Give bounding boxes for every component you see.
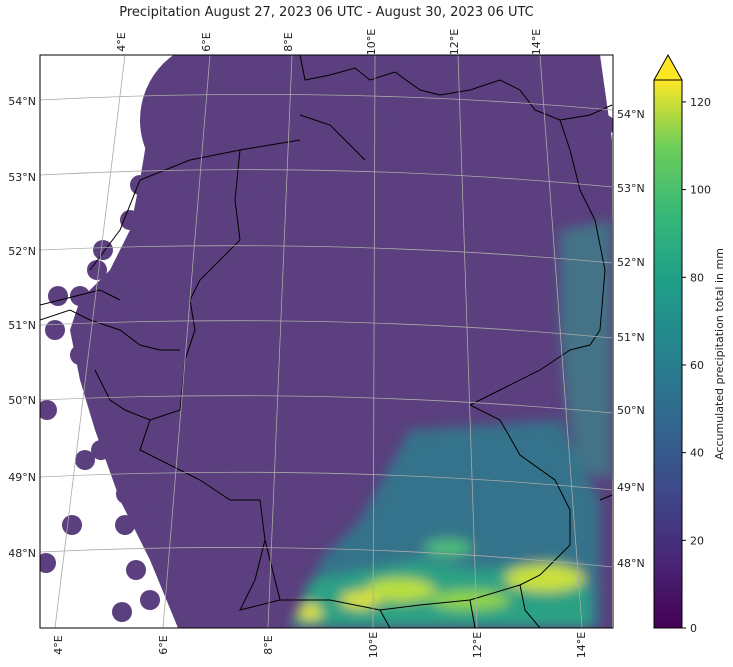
lon-tick-bottom: 12°E (471, 632, 484, 658)
colorbar-tick-label: 0 (690, 622, 697, 635)
lon-tick-top: 14°E (530, 29, 543, 55)
lat-tick-left: 52°N (8, 245, 36, 258)
lat-tick-right: 51°N (617, 331, 645, 344)
lon-tick-top: 8°E (282, 32, 295, 51)
colorbar-tick-label: 120 (690, 96, 711, 109)
lon-tick-top: 10°E (365, 29, 378, 55)
lat-tick-left: 48°N (8, 547, 36, 560)
colorbar-gradient (653, 79, 683, 629)
lat-tick-left: 54°N (8, 95, 36, 108)
lat-tick-right: 52°N (617, 256, 645, 269)
lat-ticks-right: 54°N 53°N 52°N 51°N 50°N 49°N 48°N (617, 108, 645, 570)
lat-tick-left: 53°N (8, 171, 36, 184)
colorbar-ticks: 0 20 40 60 80 100 120 (682, 96, 711, 635)
lon-tick-bottom: 6°E (157, 635, 170, 654)
colorbar-tick-label: 60 (690, 359, 704, 372)
colorbar-label: Accumulated precipitation total in mm (713, 248, 726, 460)
colorbar-extend-arrow (653, 53, 683, 81)
map-frame (39, 54, 614, 629)
colorbar-tick-label: 20 (690, 534, 704, 547)
coastlines-and-borders (40, 55, 613, 628)
lon-tick-top: 6°E (200, 32, 213, 51)
lat-tick-right: 50°N (617, 404, 645, 417)
graticule (40, 55, 613, 628)
lat-tick-left: 49°N (8, 471, 36, 484)
lat-tick-right: 53°N (617, 182, 645, 195)
lat-ticks-left: 54°N 53°N 52°N 51°N 50°N 49°N 48°N (8, 95, 36, 560)
lon-tick-bottom: 10°E (367, 632, 380, 658)
lon-tick-bottom: 14°E (575, 632, 588, 658)
precip-highlights (290, 220, 612, 628)
map-panel (40, 55, 613, 628)
lat-tick-left: 51°N (8, 319, 36, 332)
lon-ticks-top: 4°E 6°E 8°E 10°E 12°E 14°E (115, 29, 543, 55)
chart-title: Precipitation August 27, 2023 06 UTC - A… (119, 5, 534, 20)
colorbar-tick-label: 40 (690, 447, 704, 460)
lon-tick-top: 4°E (115, 32, 128, 51)
colorbar-tick-label: 80 (690, 271, 704, 284)
lon-tick-top: 12°E (448, 29, 461, 55)
colorbar: 0 20 40 60 80 100 120 Accumulated precipitatio… (653, 53, 726, 635)
lon-ticks-bottom: 4°E 6°E 8°E 10°E 12°E 14°E (52, 632, 588, 658)
lat-tick-right: 48°N (617, 557, 645, 570)
lat-tick-left: 50°N (8, 394, 36, 407)
lat-tick-right: 49°N (617, 481, 645, 494)
colorbar-tick-label: 100 (690, 184, 711, 197)
lon-tick-bottom: 8°E (262, 635, 275, 654)
lat-tick-right: 54°N (617, 108, 645, 121)
lon-tick-bottom: 4°E (52, 635, 65, 654)
